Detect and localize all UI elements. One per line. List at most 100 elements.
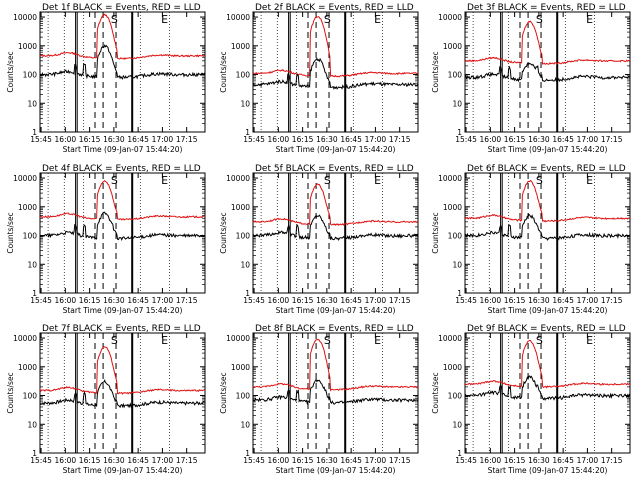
y-tick-label: 1000 — [18, 203, 37, 212]
y-tick-label: 10 — [452, 420, 462, 429]
x-tick-label: 16:30 — [103, 296, 125, 305]
x-tick-label: 16:00 — [480, 135, 502, 144]
curves — [253, 16, 418, 90]
x-tick-label: 16:00 — [268, 296, 290, 305]
lld-curve — [40, 13, 205, 61]
events-curve — [465, 375, 630, 402]
panel-title: Det 6f BLACK = Events, RED = LLD — [467, 164, 626, 174]
panel-title: Det 9f BLACK = Events, RED = LLD — [467, 324, 626, 334]
y-tick-label: 10000 — [438, 334, 462, 343]
x-tick-label: 16:45 — [127, 135, 149, 144]
panel-title: Det 5f BLACK = Events, RED = LLD — [255, 164, 414, 174]
y-tick-label: 100 — [448, 392, 463, 401]
y-axis-label: Counts/sec — [6, 372, 15, 413]
lld-curve — [465, 339, 630, 389]
x-tick-label: 16:00 — [55, 296, 77, 305]
y-tick-label: 10000 — [13, 13, 37, 22]
curves — [40, 346, 205, 409]
start-marker-label: S — [536, 334, 543, 347]
curves — [40, 179, 205, 242]
y-tick-label: 1000 — [231, 363, 250, 372]
x-tick-label: 17:15 — [601, 135, 623, 144]
x-tick-label: 16:45 — [340, 135, 362, 144]
y-axis-label: Counts/sec — [431, 51, 440, 92]
x-tick-label: 16:30 — [103, 135, 125, 144]
y-axis-label: Counts/sec — [431, 212, 440, 253]
x-tick-label: 17:00 — [365, 456, 387, 465]
y-tick-label: 1 — [32, 128, 37, 137]
events-curve — [253, 378, 418, 406]
x-tick-label: 17:15 — [176, 135, 198, 144]
x-tick-label: 15:45 — [30, 135, 52, 144]
y-tick-label: 10 — [240, 99, 250, 108]
y-tick-label: 100 — [236, 392, 251, 401]
plot-frame — [252, 172, 419, 294]
panel-det-5: S E 1 10 100 1000 10000 15:45 16:00 16:15 16:30 16:… — [219, 164, 419, 315]
x-tick-label: 16:15 — [292, 296, 314, 305]
x-tick-label: 15:45 — [30, 296, 52, 305]
start-marker-label: S — [324, 13, 331, 26]
start-marker-label: S — [324, 174, 331, 187]
y-tick-label: 10000 — [226, 13, 250, 22]
x-tick-label: 16:30 — [316, 296, 338, 305]
start-marker-label: S — [324, 334, 331, 347]
x-axis-label: Start Time (09-Jan-07 15:44:20) — [488, 306, 608, 315]
lld-curve — [465, 179, 630, 223]
y-tick-label: 1000 — [231, 42, 250, 51]
y-tick-label: 100 — [236, 232, 251, 241]
x-tick-label: 15:45 — [455, 456, 477, 465]
panel-det-1: S E 1 10 100 1000 10000 15:45 16:00 16:15 16:30 16:… — [6, 3, 206, 154]
y-tick-label: 1 — [245, 289, 250, 298]
x-tick-label: 16:15 — [504, 296, 526, 305]
x-tick-label: 15:45 — [243, 456, 265, 465]
x-tick-label: 16:45 — [552, 296, 574, 305]
y-tick-label: 1 — [457, 128, 462, 137]
panel-title: Det 7f BLACK = Events, RED = LLD — [42, 324, 201, 334]
x-tick-label: 16:30 — [316, 456, 338, 465]
panel-det-8: S E 1 10 100 1000 10000 15:45 16:00 16:15 16:30 16:… — [219, 324, 419, 475]
curves — [253, 183, 418, 241]
lld-curve — [40, 346, 205, 395]
x-tick-label: 17:00 — [365, 135, 387, 144]
panel-det-9: S E 1 10 100 1000 10000 15:45 16:00 16:15 16:30 16:… — [431, 324, 631, 475]
x-tick-label: 16:45 — [552, 135, 574, 144]
y-axis-label: Counts/sec — [6, 212, 15, 253]
y-tick-label: 10 — [27, 260, 37, 269]
plot-frame — [464, 172, 631, 294]
plot-frame — [252, 332, 419, 454]
x-tick-label: 16:00 — [268, 135, 290, 144]
x-tick-label: 16:15 — [292, 135, 314, 144]
y-tick-label: 10000 — [226, 174, 250, 183]
y-tick-label: 1 — [32, 289, 37, 298]
x-axis-label: Start Time (09-Jan-07 15:44:20) — [63, 466, 183, 475]
y-tick-label: 1 — [32, 449, 37, 458]
x-tick-label: 17:15 — [176, 456, 198, 465]
x-tick-label: 16:15 — [79, 456, 101, 465]
y-tick-label: 10000 — [13, 174, 37, 183]
x-tick-label: 16:45 — [340, 296, 362, 305]
y-tick-label: 100 — [23, 392, 38, 401]
y-tick-label: 1000 — [231, 203, 250, 212]
end-marker-label: E — [161, 13, 168, 26]
end-marker-label: E — [586, 13, 593, 26]
panel-title: Det 8f BLACK = Events, RED = LLD — [255, 324, 414, 334]
end-marker-label: E — [161, 334, 168, 347]
x-tick-label: 16:30 — [528, 456, 550, 465]
y-tick-label: 10000 — [226, 334, 250, 343]
end-marker-label: E — [586, 334, 593, 347]
end-marker-label: E — [586, 174, 593, 187]
y-tick-label: 1000 — [443, 363, 462, 372]
start-marker-label: S — [536, 174, 543, 187]
plot-frame — [39, 172, 206, 294]
y-tick-label: 1 — [245, 128, 250, 137]
y-tick-label: 100 — [23, 232, 38, 241]
y-tick-label: 100 — [236, 71, 251, 80]
plot-frame — [464, 11, 631, 133]
curves — [465, 20, 630, 83]
panel-title: Det 4f BLACK = Events, RED = LLD — [42, 164, 201, 174]
y-tick-label: 100 — [23, 71, 38, 80]
y-tick-label: 10 — [452, 99, 462, 108]
panel-det-7: S E 1 10 100 1000 10000 15:45 16:00 16:15 16:30 16:… — [6, 324, 206, 475]
x-tick-label: 16:45 — [127, 456, 149, 465]
